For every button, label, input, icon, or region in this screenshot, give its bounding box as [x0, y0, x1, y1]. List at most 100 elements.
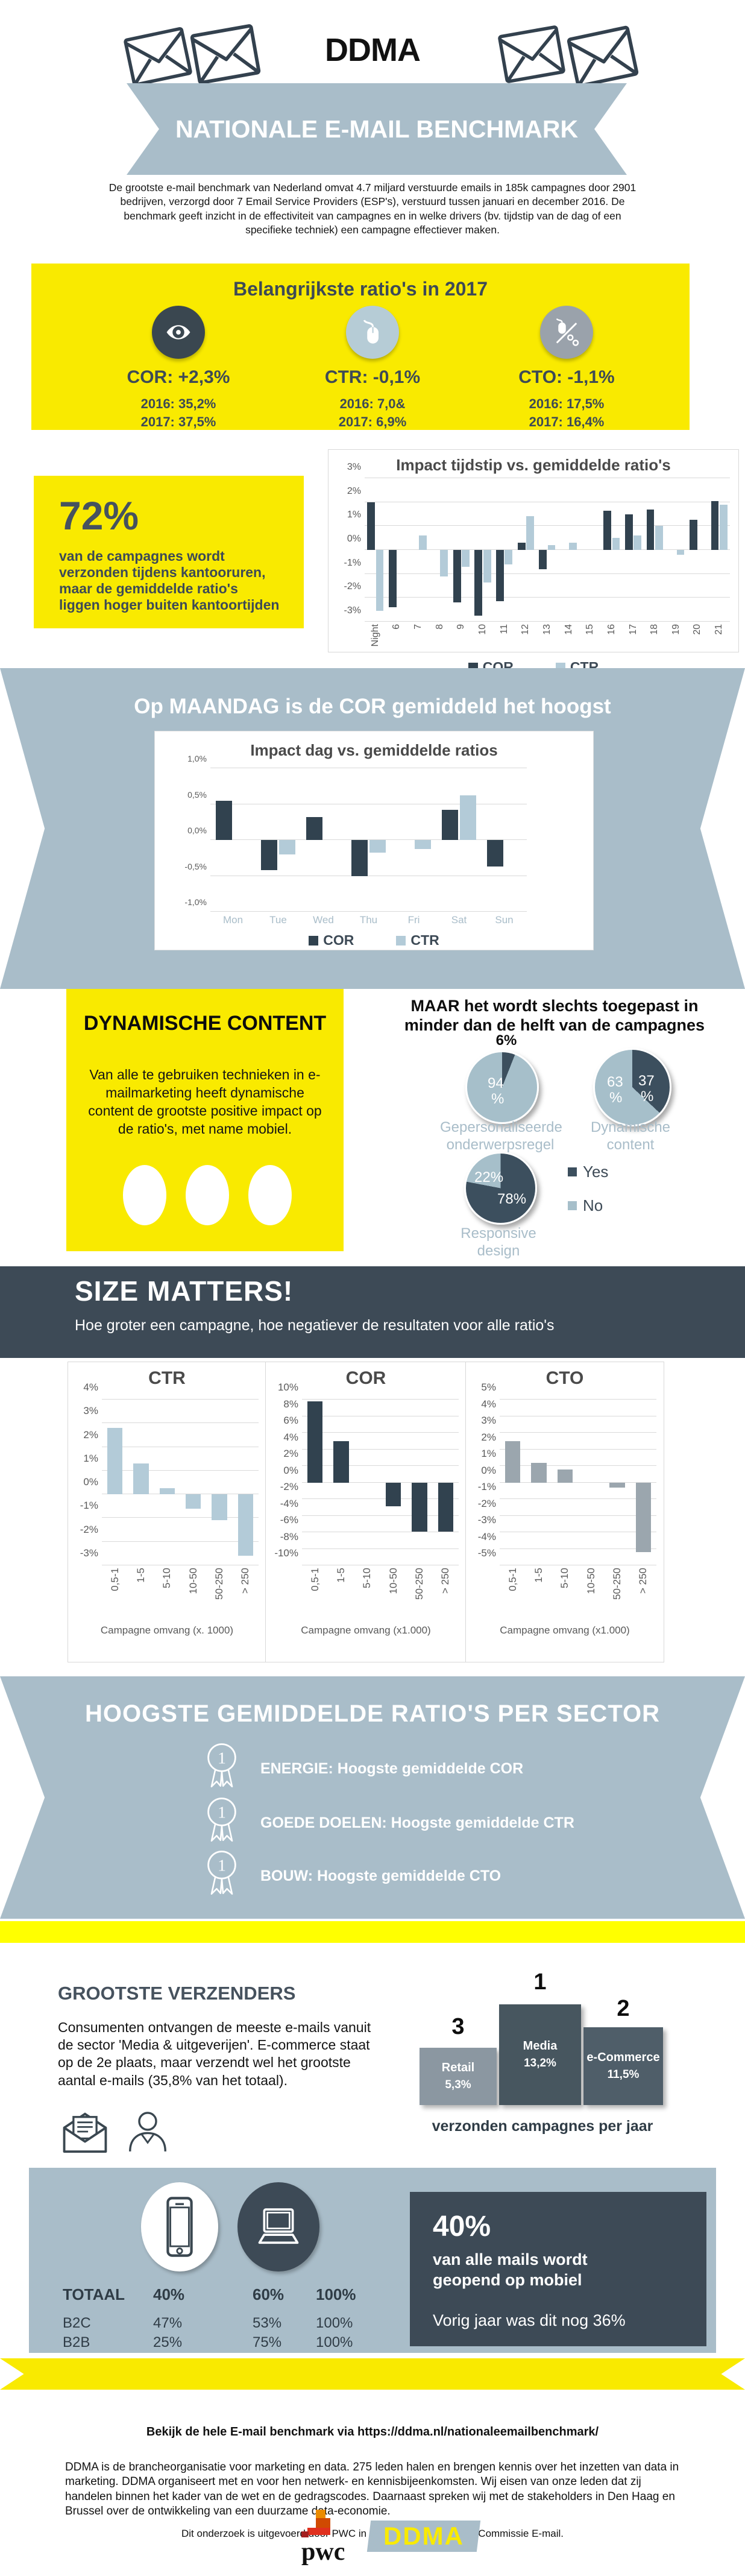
bar-COR-20: [689, 520, 697, 550]
mobile-callout-text: van alle mails wordt geopend op mobiel: [433, 2250, 588, 2289]
x-axis-label: 50-250: [611, 1568, 623, 1600]
bar-CTR-Fri: [415, 840, 431, 850]
gridline: [210, 839, 527, 840]
bar-COR-1-5: [333, 1441, 349, 1483]
sector-construction-text: BOUW: Hoogste gemiddelde CTO: [260, 1867, 501, 1884]
podium-bar-value: 13,2%: [524, 2057, 556, 2069]
chart-title: Impact tijdstip vs. gemiddelde ratio's: [396, 456, 671, 474]
y-axis-tick: -3%: [80, 1547, 98, 1559]
legend-yes-swatch: [568, 1167, 577, 1176]
pie-yes-percent: %: [641, 1088, 654, 1105]
x-axis-label: 5-10: [361, 1568, 373, 1589]
gridline: [302, 1548, 459, 1549]
pie-no-value: 63: [607, 1074, 623, 1090]
ratio-cor: COR: +2,3% 2016: 35,2% 2017: 37,5%: [121, 306, 236, 431]
x-axis-label: > 250: [637, 1568, 649, 1594]
sector-section-title: HOOGSTE GEMIDDELDE RATIO'S PER SECTOR: [84, 1700, 660, 1727]
gridline: [500, 1548, 656, 1549]
ddma-logo-wordmark: DDMA: [383, 2522, 464, 2550]
bar-group-14: [558, 478, 580, 622]
bar-group-16: [601, 478, 623, 622]
bar-CTR-10-50: [186, 1494, 201, 1509]
bar-COR-> 250: [438, 1482, 453, 1532]
bar-COR-Mon: [216, 800, 232, 840]
bar-CTO-> 250: [635, 1482, 651, 1552]
gridline: [365, 573, 730, 574]
podium-rank-1: 1: [533, 1969, 547, 1995]
podium-bar-e-Commerce: e-Commerce 11,5%: [583, 2027, 663, 2105]
bar-CTR-17: [633, 535, 642, 550]
device-table-cell-label: B2B: [63, 2334, 90, 2350]
gridline: [365, 621, 730, 622]
podium-bar-label: Retail: [441, 2061, 475, 2074]
device-share-table: TOTAAL 40% 60% 100% B2C 47% 53% 100% B2B 25% 75% 10…: [63, 2285, 382, 2351]
envelope-icon: [124, 27, 192, 87]
y-axis-tick: 4%: [83, 1381, 98, 1393]
bar-COR-9: [453, 550, 461, 603]
x-axis-label: 17: [627, 624, 638, 635]
chart-plot-area: 3% 2% 1% 0% -1% -2% -3%: [344, 462, 730, 622]
x-axis-label: 15: [585, 624, 596, 635]
x-axis-label: 13: [541, 624, 552, 635]
gridline: [500, 1465, 656, 1466]
y-axis-tick: -2%: [477, 1497, 496, 1509]
pwc-wordmark: pwc: [301, 2538, 345, 2566]
gridline: [500, 1399, 656, 1400]
bar-COR-18: [646, 509, 655, 550]
pie-yes-value: 37: [638, 1073, 655, 1089]
bar-CTR-Sat: [460, 795, 476, 840]
bar-group-11: [494, 478, 515, 622]
ctr-label: CTR: -0,1%: [324, 367, 421, 387]
cor-circle: [152, 306, 205, 359]
benchmark-link[interactable]: Bekijk de hele E-mail benchmark via http…: [146, 2425, 599, 2439]
cto-2016: 2016: 17,5%: [529, 396, 605, 411]
legend-label-COR: COR: [323, 932, 354, 948]
pie-dynamic-caption: Dynamische content: [590, 1119, 671, 1153]
gridline: [500, 1448, 656, 1450]
devices-section: TOTAAL 40% 60% 100% B2C 47% 53% 100% B2B 25% 75% 10…: [29, 2168, 716, 2353]
key-ratios-title: Belangrijkste ratio's in 2017: [233, 278, 488, 300]
x-axis-label: 5-10: [161, 1568, 173, 1589]
gridline: [102, 1541, 259, 1542]
bar-CTR-11: [505, 550, 513, 564]
bar-group-15: [579, 478, 601, 622]
x-axis-label: Tue: [269, 914, 287, 926]
y-axis-tick: 2%: [83, 1428, 98, 1441]
gridline: [500, 1498, 656, 1499]
x-axis-label: 10-50: [387, 1568, 399, 1594]
x-axis-label: 6: [391, 624, 402, 630]
bar-CTO-0,5-1: [505, 1441, 521, 1483]
ctr-2016: 2016: 7,0&: [339, 396, 406, 411]
legend-label-CTR: CTR: [410, 932, 439, 948]
person-icon: [129, 2112, 166, 2151]
svg-text:1: 1: [218, 1748, 226, 1767]
bar-CTR-10: [483, 550, 491, 582]
x-axis-label: 50-250: [413, 1568, 425, 1600]
bar-group-10-50: [380, 1400, 406, 1565]
ratio-cto: CTO: -1,1% 2016: 17,5% 2017: 16,4%: [509, 306, 624, 431]
x-axis-label: 0,5-1: [108, 1568, 121, 1591]
y-axis-tick: 5%: [481, 1381, 496, 1393]
bar-COR-10-50: [386, 1482, 401, 1507]
bar-group-> 250: [630, 1400, 656, 1565]
y-axis-tick: -1%: [477, 1481, 496, 1492]
y-axis-tick: -8%: [280, 1530, 298, 1542]
pies-title: MAAR het wordt slechts toegepast in mind…: [404, 997, 705, 1035]
device-table-cell-label: B2C: [63, 2315, 91, 2331]
hourly-impact-chart: Impact tijdstip vs. gemiddelde ratio's 3%…: [328, 449, 739, 675]
office-hours-percentage: 72%: [59, 493, 139, 538]
x-axis-label: 5-10: [559, 1568, 571, 1589]
bar-COR-6: [388, 550, 397, 608]
bar-COR-21: [711, 500, 719, 550]
bar-COR-Tue: [261, 840, 277, 870]
bar-COR-13: [539, 550, 547, 569]
bar-CTR-7: [418, 535, 427, 550]
laptop-icon: [258, 2208, 299, 2244]
bar-CTR-16: [612, 538, 620, 550]
x-axis-label: 16: [606, 624, 617, 635]
gridline: [102, 1517, 259, 1518]
bottom-yellow-ribbon: [0, 2358, 745, 2390]
size-ctr-chart: CTR 4% 3% 2% 1% 0% -1% -2% -3% 0,5-1 1-5 5-10 10-50 5…: [68, 1362, 266, 1662]
bar-group-19: [665, 478, 687, 622]
y-axis-tick: -5%: [477, 1547, 496, 1559]
